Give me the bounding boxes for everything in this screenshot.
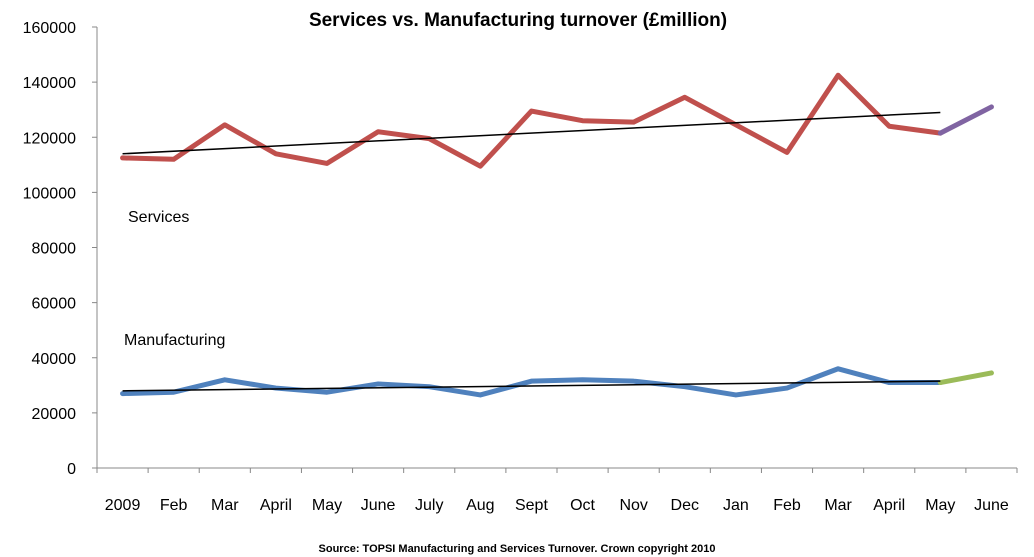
x-tick-label: Jan [723, 497, 749, 514]
x-tick-label: Feb [160, 497, 188, 514]
x-tick-label: Aug [466, 497, 494, 514]
y-tick-label: 0 [67, 461, 76, 478]
series-forecast-services [937, 104, 994, 136]
series-label-manufacturing: Manufacturing [124, 332, 225, 349]
x-tick-label: May [925, 497, 955, 514]
x-tick-label: Nov [619, 497, 647, 514]
series-line-manufacturing [120, 366, 943, 398]
x-tick-label: Feb [773, 497, 801, 514]
y-axis: 0 20000 40000 60000 80000 100000 120000 140000 1… [23, 20, 98, 478]
x-tick-label: May [312, 497, 342, 514]
plot-area [120, 72, 994, 398]
series-label-services: Services [128, 209, 189, 226]
chart-source: Source: TOPSI Manufacturing and Services… [319, 543, 716, 555]
x-axis: 2009 Feb Mar April May June July Aug Sept Oct Nov D… [96, 467, 1018, 514]
y-tick-label: 20000 [32, 406, 77, 423]
chart-title: Services vs. Manufacturing turnover (£mi… [309, 10, 727, 31]
y-tick-label: 140000 [23, 75, 76, 92]
y-tick-label: 160000 [23, 20, 76, 37]
x-tick-label: Sept [515, 497, 548, 514]
y-tick-label: 120000 [23, 130, 76, 147]
trendline-services [122, 111, 941, 155]
x-tick-label: 2009 [105, 497, 141, 514]
x-tick-label: June [974, 497, 1009, 514]
x-tick-label: Mar [211, 497, 239, 514]
y-tick-label: 100000 [23, 185, 76, 202]
x-tick-label: July [415, 497, 443, 514]
series-forecast-manufacturing [937, 370, 994, 386]
y-tick-label: 80000 [32, 241, 77, 258]
y-tick-label: 60000 [32, 296, 77, 313]
x-tick-label: June [361, 497, 396, 514]
trendline-manufacturing [122, 380, 941, 392]
x-tick-label: Dec [671, 497, 699, 514]
x-tick-label: Oct [570, 497, 595, 514]
y-tick-label: 40000 [32, 351, 77, 368]
series-line-services [120, 72, 943, 169]
x-tick-label: April [260, 497, 292, 514]
x-tick-label: Mar [824, 497, 852, 514]
x-tick-label: April [873, 497, 905, 514]
